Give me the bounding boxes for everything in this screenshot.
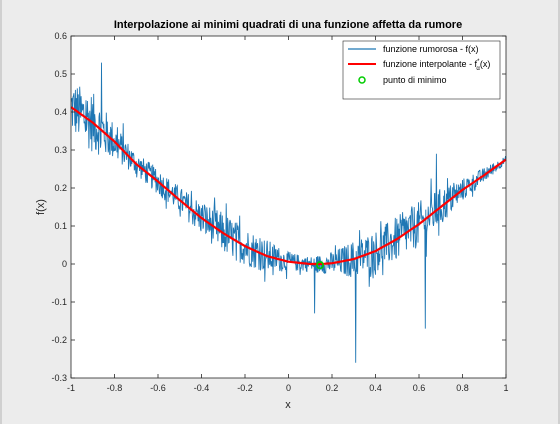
y-tick-label: 0 — [62, 259, 67, 269]
y-tick-label: 0.5 — [54, 69, 67, 79]
legend-label-noisy: funzione rumorosa - f(x) — [383, 44, 479, 54]
y-tick-label: -0.1 — [51, 297, 67, 307]
x-tick-label: 1 — [503, 383, 508, 393]
y-axis-label: f(x) — [35, 199, 47, 215]
x-axis-ticks: -1 -0.8 -0.6 -0.4 -0.2 0 0.2 0.4 0.6 0.8 1 — [67, 36, 509, 393]
minimum-point-marker — [316, 261, 325, 270]
noisy-series — [70, 62, 507, 363]
minimum-marker-layer — [316, 261, 325, 270]
x-tick-label: 0.6 — [413, 383, 426, 393]
y-tick-label: -0.3 — [51, 373, 67, 383]
x-tick-label: -0.8 — [107, 383, 123, 393]
y-tick-label: 0.4 — [54, 107, 67, 117]
legend-box — [342, 40, 501, 100]
legend-label-minimum: punto di minimo — [383, 75, 447, 85]
noisy-series-line — [70, 62, 507, 363]
legend-swatch-minimum — [358, 76, 366, 84]
y-tick-label: 0.2 — [54, 183, 67, 193]
legend-label-fit: funzione interpolante - f* α(x) — [383, 59, 490, 72]
fit-series — [70, 106, 507, 266]
window-left-edge — [0, 0, 2, 424]
chart-title: Interpolazione ai minimi quadrati di una… — [114, 19, 462, 31]
x-tick-label: 0.4 — [369, 383, 382, 393]
legend-label-fit-main: funzione interpolante - f — [383, 59, 478, 69]
x-tick-label: -0.2 — [237, 383, 253, 393]
y-tick-label: -0.2 — [51, 335, 67, 345]
fit-series-line — [70, 106, 507, 266]
legend-label-fit-tail: (x) — [480, 59, 491, 69]
x-tick-label: -0.4 — [194, 383, 210, 393]
x-tick-label: 0.8 — [456, 383, 469, 393]
y-tick-label: 0.3 — [54, 145, 67, 155]
x-tick-label: -0.6 — [150, 383, 166, 393]
legend-label-fit-sub: α — [476, 66, 480, 72]
legend-label-fit-super: * — [477, 59, 480, 65]
y-tick-label: 0.1 — [54, 221, 67, 231]
x-tick-label: 0 — [286, 383, 291, 393]
y-axis-ticks: -0.3 -0.2 -0.1 0 0.1 0.2 0.3 0.4 0.5 0.6 — [51, 31, 506, 383]
x-tick-label: -1 — [67, 383, 75, 393]
x-tick-label: 0.2 — [326, 383, 339, 393]
window-right-edge — [558, 0, 560, 424]
legend: funzione rumorosa - f(x) funzione interp… — [342, 40, 501, 100]
x-axis-label: x — [285, 399, 291, 411]
y-tick-label: 0.6 — [54, 31, 67, 41]
